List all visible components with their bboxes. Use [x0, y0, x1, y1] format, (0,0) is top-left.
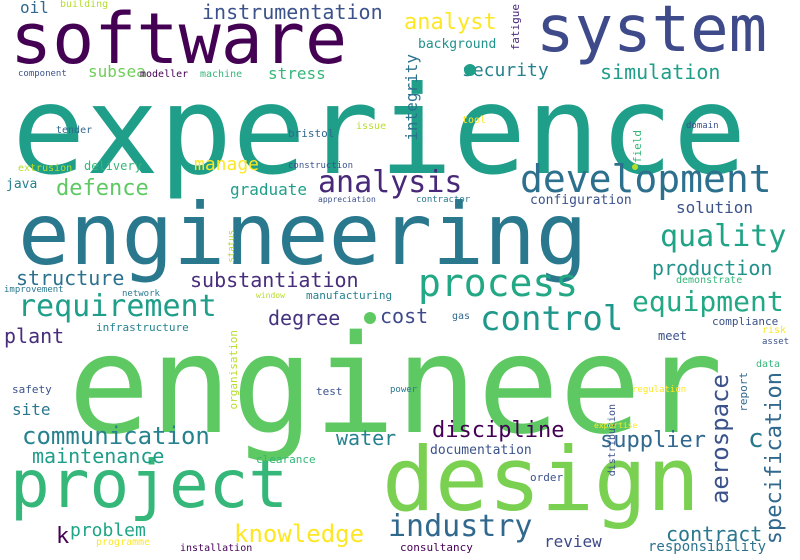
- word-documentation: documentation: [430, 443, 532, 458]
- word-equipment: equipment: [632, 285, 784, 318]
- word-report: report: [737, 372, 750, 412]
- word-c: c: [748, 424, 764, 454]
- word-extrusion: extrusion: [18, 163, 73, 174]
- word-development: development: [520, 157, 772, 201]
- word-stress: stress: [268, 64, 326, 83]
- word-issue: issue: [356, 121, 387, 132]
- word-configuration: configuration: [530, 193, 632, 208]
- word-distribution: distribution: [607, 404, 618, 477]
- word-tool: tool: [462, 115, 487, 126]
- word-clearance: clearance: [256, 453, 316, 466]
- word-structure: structure: [16, 266, 125, 290]
- word-substantiation: substantiation: [190, 268, 359, 292]
- word-test: test: [316, 385, 343, 398]
- word-requirement: requirement: [18, 289, 217, 324]
- word-delivery: delivery: [84, 159, 142, 173]
- word-consultancy: consultancy: [400, 541, 473, 554]
- word-component: component: [18, 69, 67, 79]
- word-dot-2: [364, 312, 376, 324]
- word-communication: communication: [22, 422, 210, 450]
- word-discipline: discipline: [432, 418, 565, 443]
- word-machine: machine: [200, 69, 243, 80]
- word-software: software: [10, 0, 348, 80]
- word-engineer: engineer: [68, 307, 724, 465]
- word-tender: tender: [56, 125, 93, 136]
- word-gas: gas: [452, 311, 471, 322]
- word-network: network: [122, 289, 160, 299]
- word-manufacturing: manufacturing: [306, 289, 393, 302]
- word-contract: contract: [666, 522, 763, 546]
- word-organisation: organisation: [227, 330, 240, 410]
- word-data: data: [756, 359, 781, 370]
- word-compliance: compliance: [712, 315, 779, 328]
- word-design: design: [382, 428, 700, 531]
- word-k: k: [56, 524, 70, 549]
- word-construction: construction: [288, 161, 354, 171]
- word-dot-3: [632, 164, 638, 170]
- word-responsibility: responsibility: [648, 539, 767, 555]
- word-infrastructure: infrastructure: [96, 321, 189, 334]
- word-manage: manage: [194, 154, 260, 175]
- word-analysis: analysis: [318, 165, 463, 200]
- word-degree: degree: [268, 306, 341, 330]
- word-review: review: [544, 532, 602, 551]
- word-simulation: simulation: [600, 60, 721, 84]
- word-demonstrate: demonstrate: [676, 275, 743, 286]
- word-instrumentation: instrumentation: [202, 0, 383, 24]
- word-cost: cost: [380, 304, 429, 328]
- word-aerospace: aerospace: [706, 374, 734, 505]
- word-appreciation: appreciation: [318, 195, 376, 204]
- word-production: production: [652, 256, 773, 280]
- word-meet: meet: [658, 329, 687, 343]
- word-integrity: integrity: [402, 54, 421, 141]
- word-bristol: bristol: [288, 127, 335, 140]
- word-process: process: [418, 261, 579, 305]
- word-field: field: [631, 130, 644, 164]
- word-maintenance: maintenance: [32, 444, 165, 468]
- word-expertise: expertise: [594, 421, 638, 430]
- word-java: java: [6, 177, 38, 192]
- word-modeller: modeller: [140, 69, 189, 80]
- word-defence: defence: [56, 176, 149, 201]
- word-graduate: graduate: [230, 180, 308, 199]
- word-background: background: [418, 37, 497, 52]
- word-analyst: analyst: [404, 10, 497, 35]
- word-fatigue: fatigue: [509, 4, 522, 51]
- word-dot-1: [464, 64, 476, 76]
- word-subsea: subsea: [88, 62, 146, 81]
- word-installation: installation: [180, 543, 253, 554]
- word-programme: programme: [96, 537, 151, 548]
- word-engineering: engineering: [18, 185, 588, 285]
- word-industry: industry: [388, 509, 533, 544]
- word-regulation: regulation: [632, 385, 687, 395]
- word-order: order: [530, 471, 564, 484]
- word-specification: specification: [762, 372, 787, 545]
- word-building: building: [60, 0, 109, 10]
- word-plant: plant: [4, 324, 65, 348]
- word-domain: domain: [686, 121, 719, 131]
- word-oil: oil: [20, 0, 49, 17]
- word-solution: solution: [676, 198, 754, 217]
- word-knowledge: knowledge: [234, 520, 365, 548]
- word-system: system: [536, 0, 768, 67]
- word-improvement: improvement: [4, 285, 64, 295]
- word-risk: risk: [762, 325, 787, 336]
- word-supplier: supplier: [600, 428, 706, 453]
- word-water: water: [336, 426, 397, 450]
- word-contractor: contractor: [416, 195, 471, 205]
- word-project: project: [10, 446, 289, 523]
- word-safety: safety: [12, 383, 52, 396]
- word-asset: asset: [762, 337, 790, 347]
- word-security: security: [462, 60, 549, 81]
- word-power: power: [390, 385, 418, 395]
- word-status: status: [227, 230, 237, 263]
- word-window: window: [256, 291, 285, 300]
- word-experience: experience: [12, 60, 747, 202]
- word-quality: quality: [660, 219, 787, 254]
- word-problem: problem: [70, 520, 146, 541]
- word-site: site: [12, 400, 51, 419]
- word-control: control: [480, 299, 624, 339]
